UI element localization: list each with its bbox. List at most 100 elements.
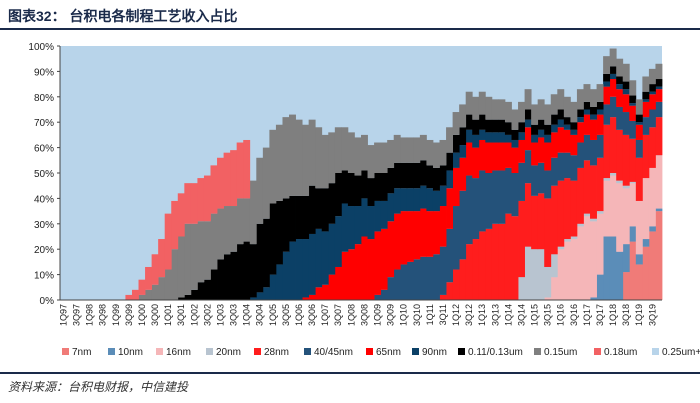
bar-segment [564,239,571,242]
bar-segment [440,295,447,300]
bar-segment [433,143,440,168]
bar-segment [263,287,270,300]
bar-segment [407,163,414,188]
source-note: 资料来源：台积电财报，中信建投 [8,378,188,395]
bar-segment [655,89,662,102]
bar-segment [158,277,165,300]
bar-segment [459,158,466,191]
x-tick-label: 3Q19 [647,304,657,326]
legend-swatch [458,348,465,355]
bar-segment [472,120,479,135]
bar-segment [597,102,604,110]
legend-swatch [156,348,163,355]
y-tick-label: 50% [34,169,54,180]
bar-segment [597,110,604,115]
bar-segment [466,143,473,176]
bar-segment [453,270,460,300]
bar-segment [381,290,388,300]
bar-segment [590,89,597,107]
x-tick-label: 3Q02 [202,304,212,326]
bar-segment [616,76,623,84]
page-title: 图表32： 台积电各制程工艺收入占比 [8,6,237,26]
bar-segment [197,282,204,300]
bar-segment [394,163,401,188]
bar-segment [230,150,237,206]
bar-segment [381,143,388,173]
bar-segment [577,122,584,142]
bar-segment [564,125,571,130]
bar-segment [649,110,656,128]
bar-segment [603,178,610,181]
bar-segment [590,221,597,297]
bar-segment [531,143,538,166]
bar-segment [394,188,401,213]
bar-segment [603,125,610,178]
bar-segment [629,226,636,241]
bar-segment [590,140,597,165]
bar-segment [642,247,649,300]
bar-segment [315,188,322,229]
y-tick-label: 20% [34,245,54,256]
bar-segment [583,110,590,115]
x-tick-label: 3Q17 [595,304,605,326]
bar-segment [538,249,545,300]
bar-segment [583,160,590,213]
x-tick-label: 1Q09 [373,304,383,326]
x-tick-label: 1Q98 [85,304,95,326]
bar-segment [368,145,375,178]
bar-segment [649,127,656,168]
bar-segment [381,229,388,290]
bar-segment [322,285,329,300]
bar-segment [243,242,250,300]
bar-segment [400,137,407,162]
bar-segment [191,224,198,290]
bar-segment [551,125,558,133]
bar-segment [544,135,551,143]
legend-label: 16nm [166,347,191,358]
bar-segment [315,127,322,188]
bar-segment [171,201,178,249]
legend-label: 0.15um [544,347,577,358]
bar-segment [642,76,649,91]
bar-segment [152,285,159,300]
bar-segment [642,92,649,100]
x-tick-label: 1Q15 [530,304,540,326]
bar-segment [289,196,296,242]
bar-segment [583,216,590,300]
bar-segment [649,168,656,226]
bar-segment [250,244,257,297]
bar-segment [505,135,512,143]
x-tick-label: 3Q09 [386,304,396,326]
bar-segment [387,193,394,221]
x-tick-label: 3Q12 [464,304,474,326]
bar-segment [171,249,178,300]
bar-segment [139,280,146,295]
legend-item: 7nm [62,347,91,358]
x-tick-label: 1Q99 [111,304,121,326]
bar-segment [577,168,584,224]
bar-segment [531,249,538,300]
bar-segment [407,188,414,211]
stacked-area-chart: 0%10%20%30%40%50%60%70%80%90%100% 1Q97 3Q… [0,30,700,372]
bar-segment [525,110,532,120]
bar-segment [361,237,368,301]
bar-segment [557,127,564,152]
bar-segment [557,181,564,247]
bar-segment [453,153,460,168]
x-tick-label: 3Q08 [359,304,369,326]
bar-segment [551,115,558,125]
bar-segment [296,196,303,239]
bar-segment [178,237,185,298]
bar-segment [446,127,453,152]
bar-segment [276,264,283,300]
bar-segment [472,135,479,148]
bar-segment [322,135,329,188]
bar-segment [211,165,218,213]
bar-segment [269,203,276,274]
bar-segment [433,254,440,300]
bar-segment [655,209,662,212]
bar-segment [204,176,211,222]
bar-segment [551,277,558,300]
bar-segment [544,104,551,124]
legend-label: 0.18um [604,347,637,358]
